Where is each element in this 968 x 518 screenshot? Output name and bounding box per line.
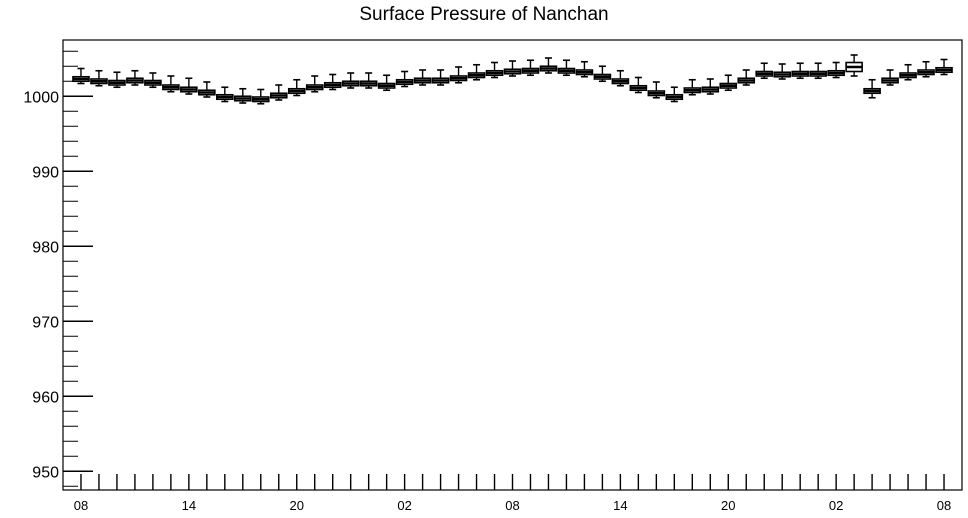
box-plot: [503, 60, 522, 77]
box-plot: [305, 75, 324, 93]
box-plot: [611, 69, 630, 87]
box-plot: [467, 63, 486, 81]
box-plot: [845, 54, 863, 77]
box-plot: [701, 78, 720, 95]
y-tick-label: 970: [32, 314, 59, 331]
box-plot: [647, 81, 666, 99]
box-plot: [881, 69, 899, 86]
box-plot: [935, 58, 953, 76]
x-tick-label: 14: [613, 498, 627, 513]
x-tick-label: 20: [290, 498, 304, 513]
box-plot: [809, 62, 827, 80]
x-tick-label: 08: [937, 498, 951, 513]
box-plot: [719, 74, 738, 92]
box-plot: [539, 57, 558, 74]
box-plot: [593, 65, 612, 83]
box-plot: [683, 78, 702, 96]
box-plot: [449, 66, 468, 84]
box-plot: [521, 59, 540, 77]
box-plot: [737, 69, 756, 86]
box-plot: [431, 69, 450, 86]
x-tick-label: 08: [74, 498, 88, 513]
box-plot: [341, 72, 360, 89]
y-tick-label: 1000: [23, 89, 59, 106]
box-plot: [485, 61, 504, 79]
x-tick-label: 14: [182, 498, 196, 513]
box-plot: [72, 67, 90, 85]
x-tick-label: 02: [397, 498, 411, 513]
box-plot: [575, 60, 594, 78]
box-plot: [359, 72, 378, 89]
box-plot: [395, 70, 414, 88]
x-tick-label: 08: [505, 498, 519, 513]
box-plot: [413, 69, 432, 86]
y-tick-label: 950: [32, 464, 59, 481]
box-plot: [557, 59, 576, 77]
y-tick-label: 980: [32, 239, 59, 256]
box-plot: [251, 88, 270, 105]
box-plot: [773, 63, 792, 80]
plot-frame: [62, 39, 963, 491]
box-plot: [287, 78, 306, 97]
box-plot: [162, 75, 180, 93]
box-plot: [90, 69, 108, 87]
box-plot: [323, 73, 342, 91]
box-plot: [863, 78, 881, 99]
box-plot: [198, 81, 216, 98]
box-plot: [269, 84, 288, 101]
box-plot: [234, 87, 252, 104]
box-plot: [126, 69, 144, 86]
box-plot: [917, 60, 935, 78]
chart-title: Surface Pressure of Nanchan: [359, 4, 609, 25]
box-plot: [377, 74, 396, 92]
box-plot: [180, 77, 198, 95]
box-plot: [108, 71, 126, 89]
box-plot: [665, 86, 684, 103]
y-tick-label: 990: [32, 164, 59, 181]
box-plot: [629, 76, 648, 94]
box-plot: [827, 61, 845, 79]
x-tick-label: 20: [721, 498, 735, 513]
box-plot: [791, 62, 809, 80]
box-plot: [144, 72, 162, 89]
y-tick-label: 960: [32, 389, 59, 406]
box-plot: [899, 63, 917, 81]
box-plot: [755, 62, 774, 80]
x-tick-label: 02: [829, 498, 843, 513]
box-plot: [216, 86, 234, 103]
